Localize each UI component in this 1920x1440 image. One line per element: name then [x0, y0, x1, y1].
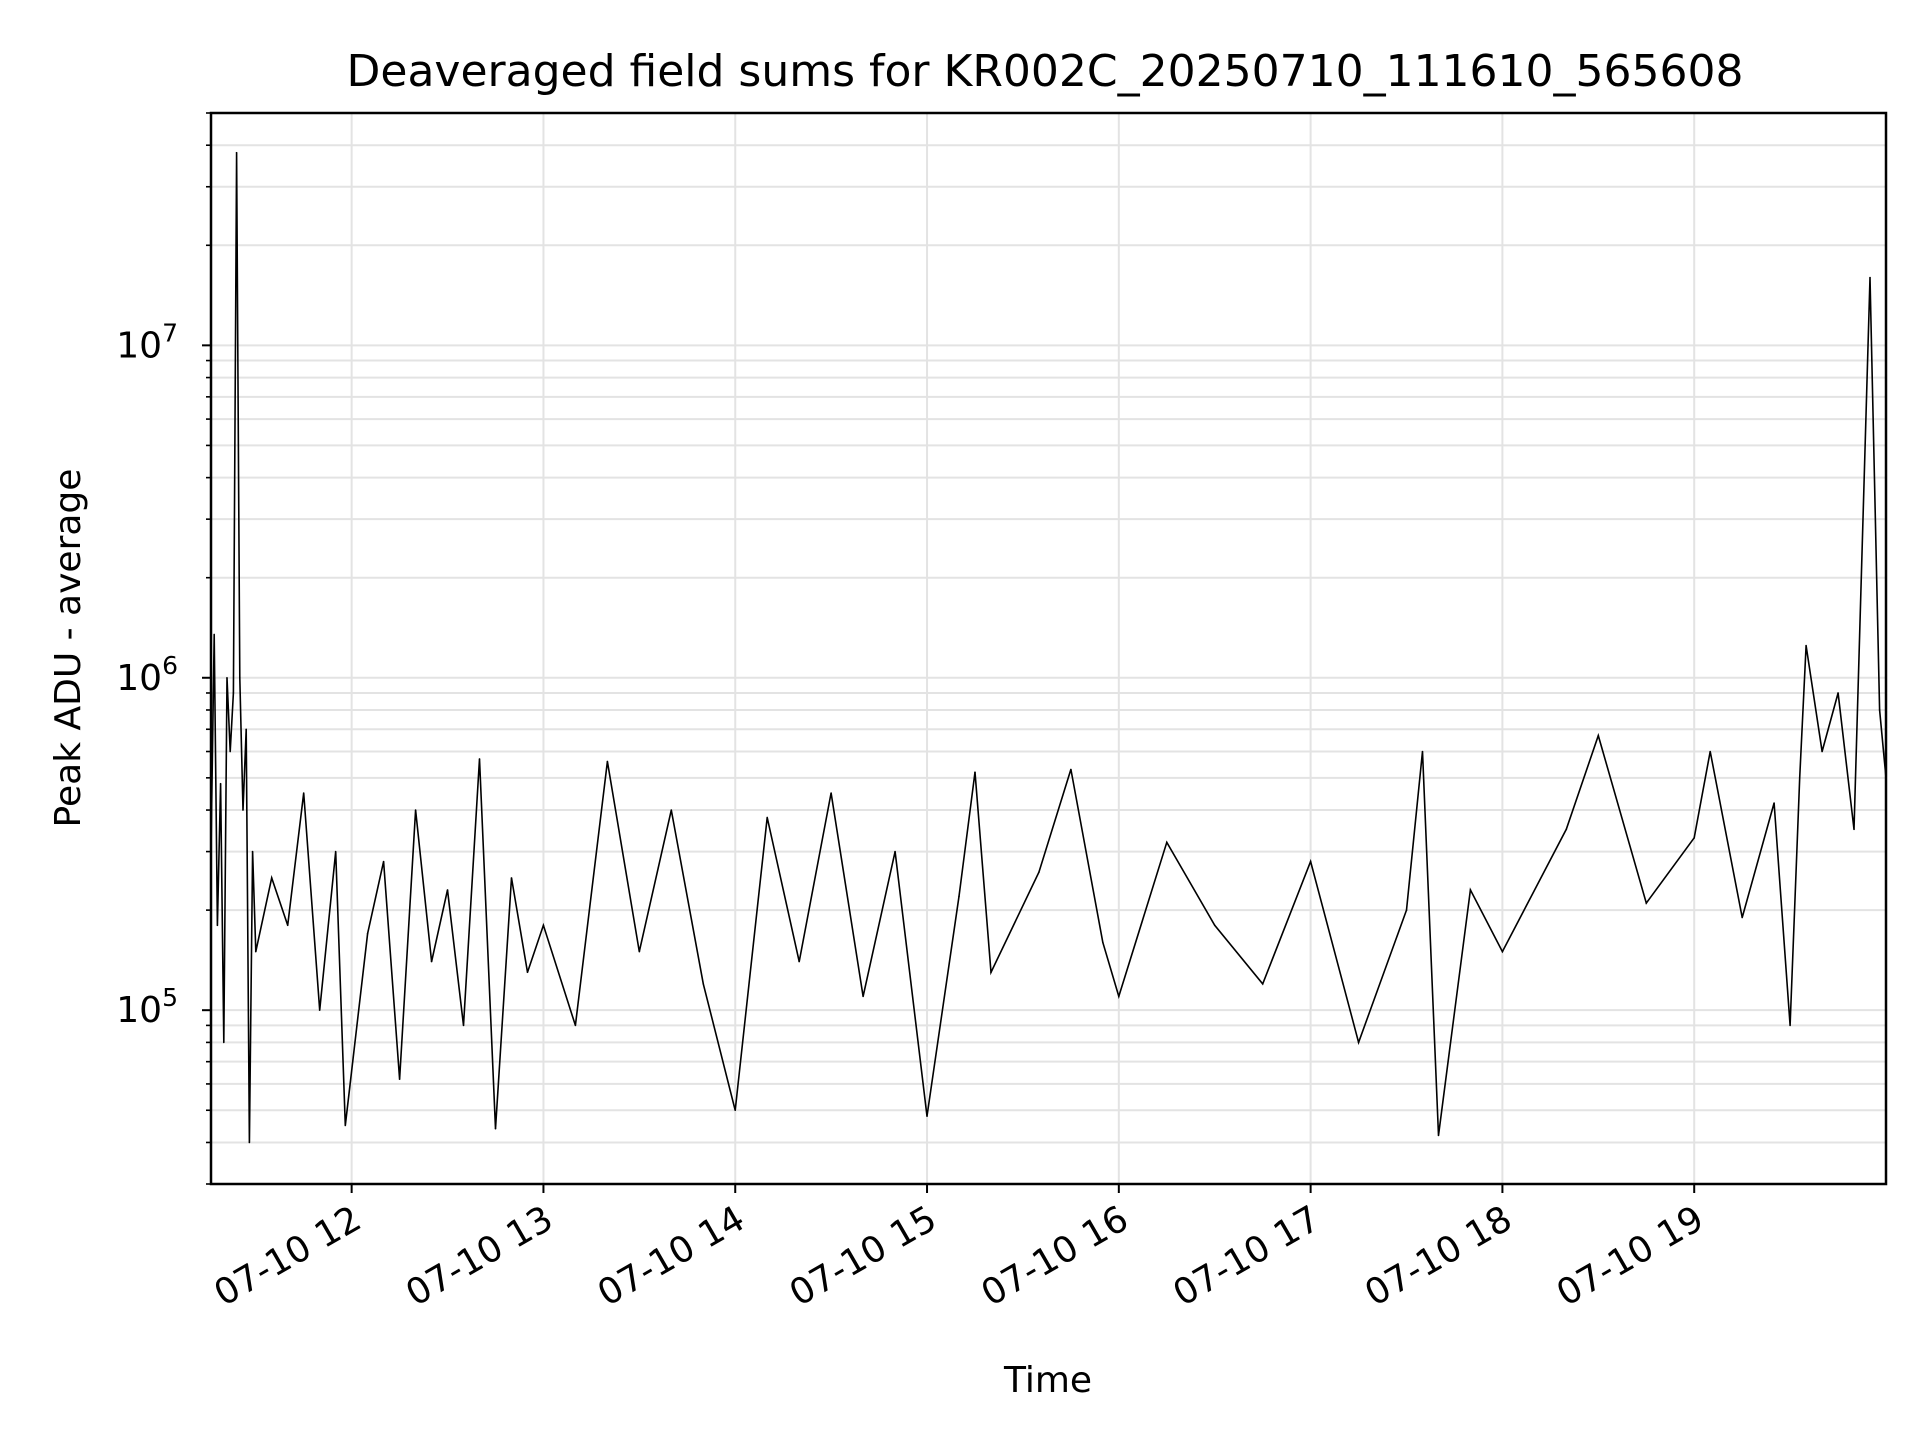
- data-point: [958, 895, 960, 898]
- data-point: [1213, 924, 1216, 927]
- y-tick-label: 105: [116, 983, 178, 1031]
- data-point: [366, 932, 369, 935]
- data-point: [1038, 871, 1040, 874]
- data-point: [216, 924, 219, 927]
- data-point: [1693, 837, 1696, 839]
- data-point: [1878, 709, 1881, 711]
- data-point: [1261, 983, 1264, 985]
- data-point: [1789, 1024, 1791, 1027]
- data-point: [229, 750, 231, 753]
- data-point: [1501, 950, 1504, 953]
- data-point: [382, 860, 385, 863]
- data-point: [238, 676, 241, 679]
- data-point: [1853, 828, 1855, 831]
- data-point: [344, 1124, 347, 1127]
- data-point: [1165, 841, 1168, 844]
- data-point: [926, 1115, 928, 1117]
- data-point: [1645, 902, 1648, 904]
- data-point: [235, 151, 238, 154]
- data-point: [670, 809, 673, 811]
- data-point: [1837, 692, 1839, 694]
- data-point: [254, 950, 257, 953]
- data-point: [974, 771, 976, 773]
- data-point: [1741, 916, 1743, 919]
- data-point: [1709, 750, 1711, 753]
- data-point: [222, 1041, 225, 1044]
- data-point: [1102, 941, 1104, 944]
- series-line: [210, 152, 1887, 1143]
- data-point: [1565, 828, 1568, 831]
- data-point: [251, 850, 254, 853]
- data-point: [245, 728, 247, 731]
- y-tick-label: 106: [116, 651, 178, 699]
- data-point: [1469, 889, 1472, 891]
- data-point: [702, 983, 705, 985]
- y-tick-label: 107: [116, 318, 178, 366]
- data-point: [242, 809, 244, 811]
- data-point: [798, 960, 800, 963]
- chart-title: Deaveraged field sums for KR002C_2025071…: [347, 46, 1744, 97]
- data-point: [286, 924, 289, 927]
- data-point: [862, 995, 864, 998]
- data-point: [1309, 860, 1312, 863]
- data-point: [574, 1024, 577, 1027]
- y-axis-label: Peak ADU - average: [48, 469, 89, 828]
- data-point: [510, 877, 513, 879]
- data-point: [226, 676, 228, 679]
- data-point: [462, 1024, 465, 1027]
- data-point: [1773, 802, 1775, 804]
- plot-frame: [209, 111, 1888, 1186]
- data-point: [1798, 777, 1801, 779]
- data-point: [1118, 995, 1120, 998]
- data-point: [478, 758, 481, 760]
- data-point: [990, 971, 992, 974]
- data-point: [248, 1141, 251, 1144]
- x-axis-label: Time: [1003, 1360, 1092, 1401]
- data-point: [606, 760, 609, 763]
- data-point: [894, 850, 896, 853]
- data-point: [1421, 750, 1424, 753]
- data-point: [213, 633, 215, 636]
- data-point: [302, 792, 305, 794]
- data-point: [1821, 750, 1823, 753]
- data-point: [219, 782, 222, 785]
- data-point: [1405, 909, 1408, 911]
- data-point: [1805, 644, 1807, 647]
- series-layer: [210, 151, 1887, 1144]
- data-point: [446, 889, 449, 891]
- data-point: [232, 692, 235, 694]
- data-point: [430, 960, 433, 963]
- data-point: [270, 877, 273, 879]
- data-point: [1597, 734, 1600, 737]
- data-point: [398, 1078, 401, 1080]
- data-point: [494, 1127, 497, 1130]
- data-point: [638, 950, 641, 953]
- data-point: [1869, 276, 1871, 279]
- data-point: [414, 809, 417, 811]
- data-point: [830, 792, 832, 794]
- data-point: [1357, 1041, 1360, 1044]
- data-point: [542, 924, 545, 927]
- data-point: [766, 816, 769, 819]
- data-point: [1437, 1134, 1440, 1137]
- data-point: [318, 1009, 321, 1011]
- grid: [211, 112, 1886, 1185]
- data-point: [1070, 768, 1072, 771]
- data-point: [526, 971, 529, 974]
- data-point: [734, 1109, 737, 1112]
- data-point: [334, 850, 337, 853]
